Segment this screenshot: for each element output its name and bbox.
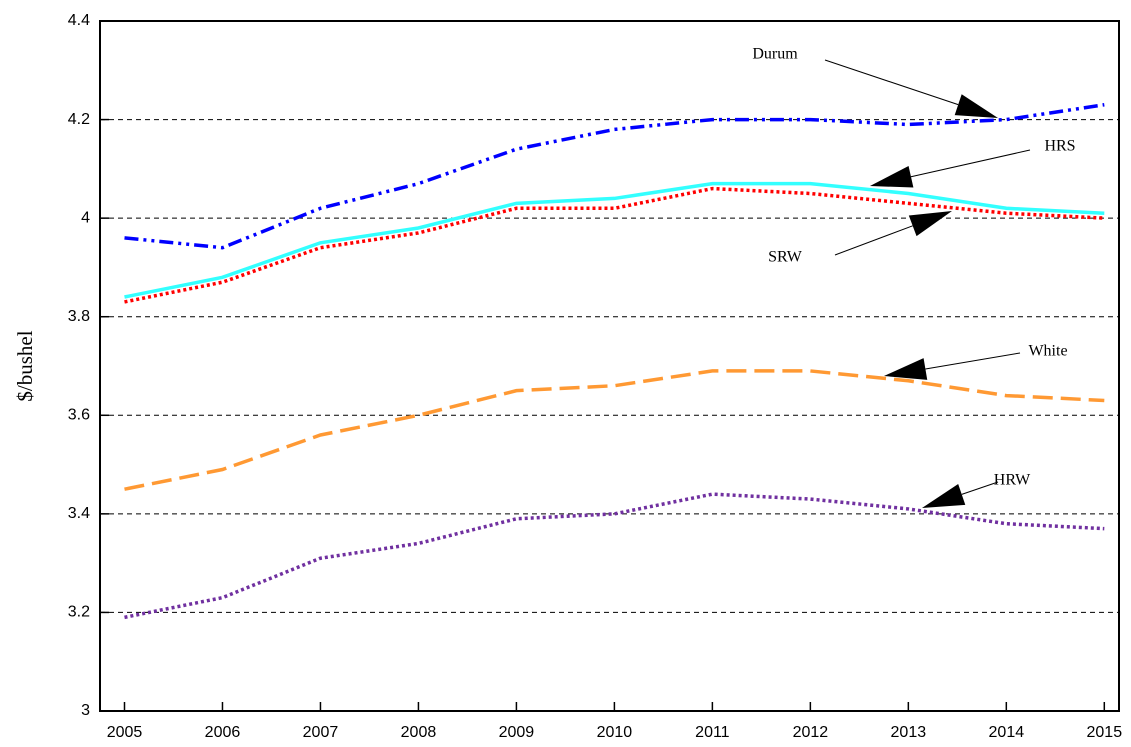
x-tick-label: 2015: [1087, 724, 1123, 741]
annotation: SRW: [768, 249, 803, 266]
series-line: [124, 492, 1105, 620]
series-line: [124, 369, 1105, 491]
x-tick-label: 2007: [303, 724, 339, 741]
x-tick-label: 2012: [793, 724, 829, 741]
y-tick-label: 4.2: [68, 111, 90, 128]
y-tick-label: 3.8: [68, 308, 90, 325]
arrow-head: [908, 211, 952, 237]
annotation: Durum: [752, 46, 798, 63]
arrow-shaft: [834, 225, 913, 256]
arrow-shaft: [961, 481, 999, 495]
y-tick-label: 3: [81, 702, 90, 719]
arrow-head: [884, 358, 928, 380]
y-tick-label: 3.4: [68, 505, 90, 522]
y-tick-label: 4.4: [68, 12, 90, 29]
series-line: [124, 103, 1105, 250]
arrow-shaft: [925, 352, 1021, 370]
x-tick-label: 2005: [107, 724, 143, 741]
y-tick-label: 3.6: [68, 407, 90, 424]
x-tick-label: 2006: [205, 724, 241, 741]
annotation: White: [1028, 343, 1067, 360]
x-tick-label: 2013: [891, 724, 927, 741]
arrow-head: [870, 166, 914, 188]
arrow-head: [922, 483, 966, 508]
series-line: [124, 181, 1105, 299]
annotation: HRW: [994, 472, 1031, 489]
x-tick-label: 2009: [499, 724, 535, 741]
plot-frame: [99, 20, 1120, 712]
arrow-shaft: [910, 149, 1031, 178]
y-tick-label: 3.2: [68, 604, 90, 621]
y-tick-label: 4: [81, 209, 90, 226]
arrow-head: [954, 94, 998, 118]
x-tick-label: 2011: [695, 724, 730, 741]
x-tick-label: 2008: [401, 724, 437, 741]
x-tick-label: 2014: [989, 724, 1025, 741]
annotation: HRS: [1044, 138, 1075, 155]
y-axis-label: $/bushel: [13, 330, 37, 401]
x-tick-label: 2010: [597, 724, 633, 741]
arrow-shaft: [824, 59, 959, 106]
series-line: [124, 186, 1105, 304]
